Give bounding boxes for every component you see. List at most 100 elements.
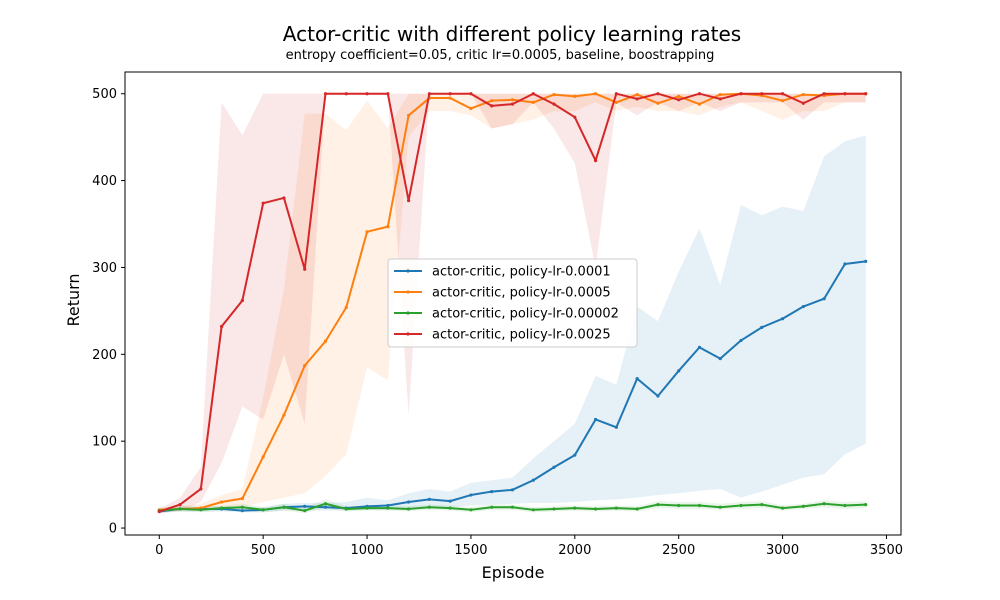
point-series-2 — [220, 500, 224, 504]
point-series-4 — [718, 97, 722, 101]
y-axis-label: Return — [64, 273, 83, 326]
point-series-2 — [697, 102, 702, 106]
point-series-4 — [240, 298, 244, 303]
point-series-4 — [780, 92, 785, 96]
plot-frame — [124, 71, 902, 536]
y-tick-label: 200 — [92, 348, 117, 363]
point-series-2 — [303, 364, 307, 368]
point-series-4 — [531, 92, 535, 96]
point-series-1 — [843, 262, 847, 266]
x-tick-label: 3000 — [766, 543, 799, 558]
point-series-1 — [822, 297, 826, 301]
point-series-4 — [282, 196, 286, 200]
point-series-4 — [261, 201, 265, 205]
x-tick-label: 500 — [251, 543, 276, 558]
point-series-2 — [531, 100, 535, 105]
legend-label-3: actor-critic, policy-lr-0.00002 — [432, 307, 619, 322]
point-series-1 — [240, 509, 244, 513]
point-series-1 — [510, 488, 515, 492]
point-series-1 — [386, 503, 390, 508]
point-series-1 — [448, 499, 452, 503]
point-series-3 — [510, 505, 515, 509]
point-series-4 — [593, 159, 598, 163]
point-series-4 — [406, 198, 411, 203]
point-series-2 — [718, 92, 722, 97]
point-series-4 — [864, 92, 868, 96]
point-series-4 — [573, 115, 577, 119]
legend-marker-4 — [406, 332, 410, 336]
point-series-1 — [427, 497, 431, 501]
point-series-2 — [323, 339, 328, 343]
point-series-4 — [510, 102, 515, 106]
point-series-2 — [282, 413, 286, 417]
point-series-2 — [635, 92, 639, 97]
point-series-3 — [261, 508, 265, 512]
legend-marker-2 — [406, 290, 410, 294]
point-series-1 — [864, 259, 868, 263]
point-series-1 — [656, 394, 660, 398]
point-series-3 — [282, 505, 286, 509]
x-tick-label: 1500 — [454, 543, 487, 558]
point-series-1 — [614, 425, 618, 429]
point-series-2 — [365, 230, 369, 234]
point-series-3 — [199, 508, 203, 512]
point-series-3 — [739, 503, 743, 508]
point-series-2 — [510, 98, 515, 102]
point-series-4 — [490, 104, 494, 108]
point-series-3 — [323, 502, 328, 506]
point-series-3 — [822, 502, 826, 506]
point-series-2 — [593, 92, 598, 96]
point-series-4 — [614, 92, 618, 96]
point-series-1 — [635, 377, 639, 381]
legend-label-1: actor-critic, policy-lr-0.0001 — [432, 265, 611, 280]
point-series-4 — [365, 92, 369, 96]
legend-marker-3 — [406, 311, 410, 315]
series-lines — [157, 92, 868, 514]
point-series-1 — [531, 478, 535, 482]
point-series-2 — [801, 92, 805, 97]
axes: 0 500 1000 1500 2000 2500 3000 3500 0 100 200 300 40… — [92, 71, 903, 558]
point-series-4 — [552, 102, 556, 106]
chart-title: Actor-critic with different policy learn… — [283, 22, 741, 46]
point-series-3 — [406, 507, 411, 511]
point-series-1 — [573, 453, 577, 457]
point-series-3 — [864, 502, 868, 507]
point-series-3 — [697, 503, 702, 508]
point-series-2 — [448, 96, 452, 100]
point-series-3 — [843, 503, 847, 508]
point-series-2 — [552, 92, 556, 97]
point-series-4 — [801, 101, 805, 105]
point-series-4 — [760, 92, 764, 96]
point-series-4 — [344, 92, 348, 96]
y-tick-label: 500 — [92, 87, 117, 102]
point-series-1 — [677, 369, 681, 373]
point-series-4 — [157, 509, 161, 514]
point-series-2 — [656, 101, 660, 105]
point-series-3 — [303, 509, 307, 513]
legend: actor-critic, policy-lr-0.0001 actor-crit… — [387, 258, 638, 348]
legend-box — [387, 258, 638, 348]
point-series-1 — [697, 345, 702, 349]
point-series-1 — [490, 489, 494, 494]
point-series-2 — [614, 100, 618, 105]
y-tick-label: 300 — [92, 261, 117, 276]
point-series-3 — [490, 505, 494, 509]
point-series-2 — [469, 106, 473, 111]
point-series-4 — [469, 92, 473, 96]
point-series-3 — [677, 503, 681, 508]
point-series-4 — [677, 98, 681, 102]
point-series-4 — [843, 92, 847, 96]
point-series-3 — [365, 506, 369, 510]
point-series-2 — [261, 455, 265, 459]
point-series-1 — [593, 417, 598, 422]
band-series-1 — [159, 135, 866, 514]
point-series-3 — [469, 508, 473, 512]
point-series-2 — [677, 94, 681, 98]
y-tick-label: 100 — [92, 435, 117, 450]
point-series-2 — [406, 113, 411, 118]
point-series-2 — [573, 94, 577, 98]
band-series-4 — [159, 93, 866, 514]
point-series-3 — [801, 504, 805, 508]
point-series-1 — [552, 465, 556, 469]
x-tick-label: 2500 — [662, 543, 695, 558]
